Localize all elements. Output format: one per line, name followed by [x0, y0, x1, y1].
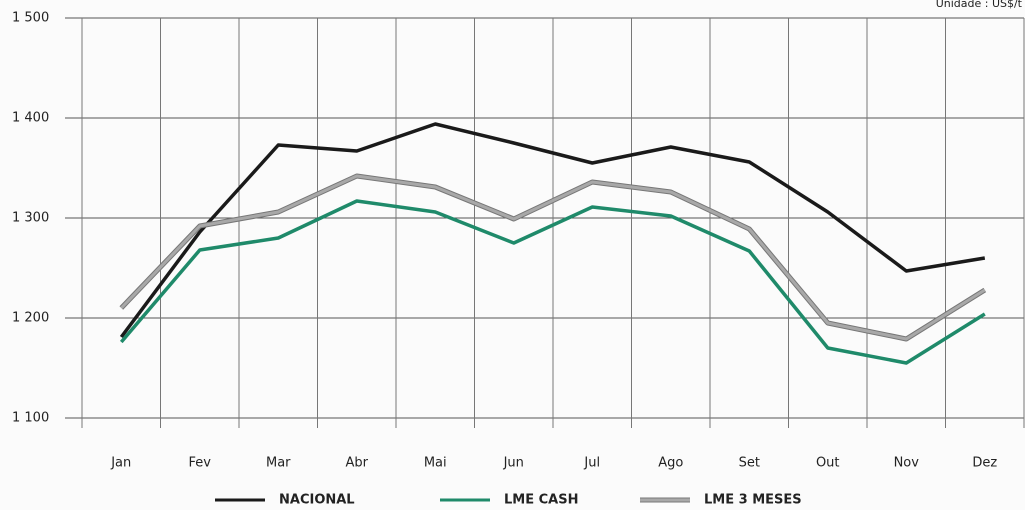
y-tick-label: 1 200 [12, 311, 49, 326]
x-tick-label: Jan [110, 456, 131, 471]
x-tick-label: Jun [503, 456, 524, 471]
y-tick-label: 1 500 [12, 11, 49, 26]
legend-label: NACIONAL [279, 493, 355, 508]
x-tick-label: Jul [583, 456, 600, 471]
x-tick-label: Ago [658, 456, 683, 471]
y-tick-label: 1 100 [12, 411, 49, 426]
x-tick-label: Fev [189, 456, 212, 471]
series-line [120, 174, 986, 341]
legend-label: LME 3 MESES [704, 493, 802, 508]
y-tick-label: 1 300 [12, 211, 49, 226]
unit-note: Unidade : US$/t [936, 0, 1023, 10]
x-tick-label: Mar [266, 456, 291, 471]
x-tick-label: Out [816, 456, 840, 471]
series-line [119, 199, 986, 365]
x-tick-label: Nov [894, 456, 920, 471]
y-tick-label: 1 400 [12, 111, 49, 126]
legend-label: LME CASH [504, 493, 578, 508]
x-tick-label: Dez [972, 456, 997, 471]
x-tick-label: Set [739, 456, 760, 471]
x-tick-label: Abr [346, 456, 369, 471]
x-tick-label: Mai [424, 456, 447, 471]
series-line [119, 122, 986, 339]
